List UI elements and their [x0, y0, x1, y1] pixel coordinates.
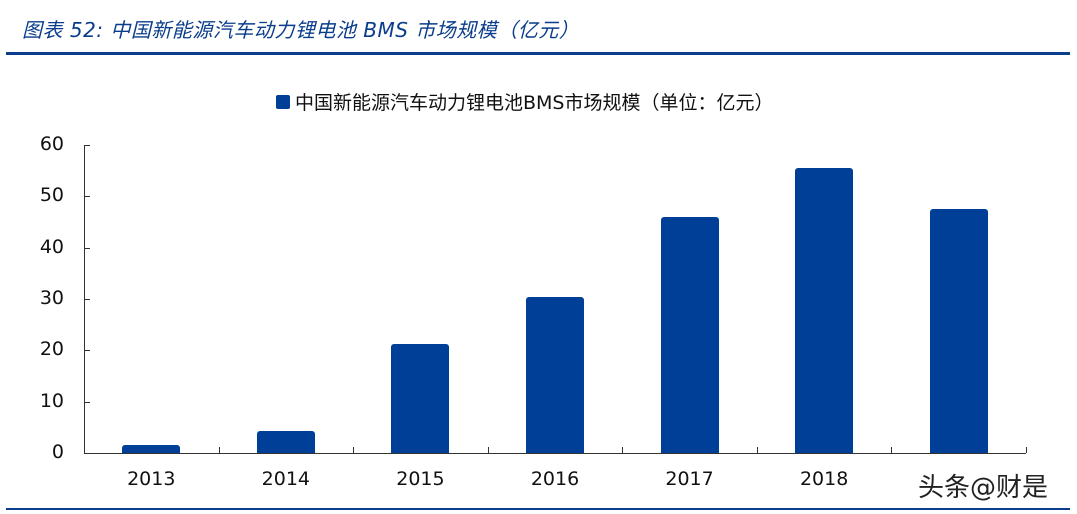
y-tick: [84, 299, 90, 300]
y-tick-label: 30: [39, 287, 64, 309]
y-tick-label: 60: [39, 133, 64, 155]
x-tick-label: 2015: [396, 468, 445, 490]
x-tick: [487, 447, 489, 453]
bar-2017: [660, 216, 719, 453]
y-tick-label: 50: [39, 184, 64, 207]
chart-legend: 中国新能源汽车动力锂电池BMS市场规模（单位：亿元）: [276, 88, 774, 115]
x-tick-label: 2014: [261, 468, 311, 490]
y-tick-label: 40: [39, 235, 64, 258]
x-tick-label: 2017: [665, 468, 714, 490]
x-tick: [218, 447, 220, 453]
y-tick: [84, 247, 90, 249]
top-divider: [6, 52, 1070, 55]
x-tick-label: 2018: [799, 468, 849, 490]
y-tick-label: 0: [51, 441, 64, 463]
bar-2013: [122, 444, 181, 453]
x-tick-label: 2013: [127, 468, 176, 490]
bar-2019: [929, 209, 988, 453]
x-tick-label: 2016: [530, 468, 580, 490]
bar-2016: [526, 297, 584, 453]
x-tick: [756, 447, 758, 453]
x-tick: [1026, 447, 1027, 453]
y-tick: [84, 401, 90, 403]
x-tick: [622, 447, 624, 453]
legend-label: 中国新能源汽车动力锂电池BMS市场规模（单位：亿元）: [295, 92, 774, 114]
y-tick: [84, 350, 90, 352]
y-tick: [84, 145, 90, 146]
y-tick-label: 10: [39, 389, 64, 412]
legend-swatch: [276, 94, 290, 109]
x-axis: [84, 453, 1026, 454]
bar-2018: [795, 167, 854, 453]
x-tick: [353, 447, 355, 453]
watermark: 头条@财是: [918, 473, 1049, 503]
bar-2015: [391, 344, 450, 453]
figure-title: 图表 52: 中国新能源汽车动力锂电池 BMS 市场规模（亿元）: [22, 18, 580, 42]
y-tick: [84, 196, 90, 198]
x-tick: [891, 447, 893, 453]
y-tick-label: 20: [39, 338, 64, 361]
bar-2014: [256, 430, 315, 453]
y-tick: [84, 453, 90, 454]
bottom-divider: [6, 508, 1070, 510]
